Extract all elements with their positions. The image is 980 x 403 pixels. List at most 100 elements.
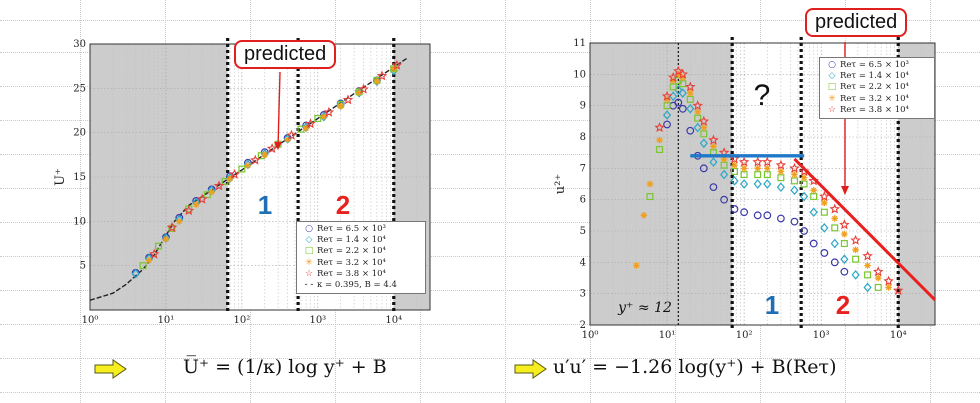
data-point [663,102,671,110]
data-point [686,95,694,103]
data-point [196,193,208,204]
data-point [654,122,665,133]
region-1-label: 1 [765,290,779,320]
data-point [250,154,261,165]
data-point [752,156,764,167]
data-point [376,70,388,81]
data-point [730,205,739,213]
data-point [669,83,677,91]
callout-pointer [277,71,281,149]
data-point [183,205,195,216]
diamond-icon: ◇ [828,71,836,82]
circle-icon: ○ [828,60,836,70]
data-point [266,143,278,154]
asterisk-icon: ✳ [828,93,836,104]
y-tick-label: 6 [580,195,586,206]
data-point [323,106,335,117]
data-point [863,282,872,293]
region-1-label: 1 [258,190,272,220]
data-point [738,156,750,167]
data-point [674,98,683,107]
series-star [148,59,403,259]
legend-item: ✳ Reτ = 3.2 × 10⁴ [301,258,421,269]
data-point [872,266,884,277]
data-point [830,258,839,267]
data-point [829,203,840,214]
data-point [337,102,344,110]
data-point [754,165,761,172]
legend-item: ○ Reτ = 6.5 × 10³ [824,60,930,71]
data-point [840,267,849,276]
data-point [753,179,762,189]
y-tick-label: 10 [573,69,586,80]
callout-arrowhead [274,142,282,150]
data-point [342,94,354,105]
data-point [297,125,305,133]
y-tick-label: 20 [73,128,86,139]
square-icon: □ [304,246,314,257]
data-point [820,249,829,257]
data-point [862,250,873,261]
data-point [810,193,818,201]
legend-label: Reτ = 6.5 × 10³ [840,60,909,70]
star-icon: ☆ [304,268,314,279]
data-point [800,180,808,188]
yplus-annotation: y⁺ ≈ 12 [617,300,672,316]
data-point [761,156,773,167]
star-icon: ☆ [827,104,837,115]
series-square [646,77,882,291]
data-point [800,227,808,235]
legend-item: ◇ Reτ = 1.4 × 10⁴ [824,71,930,82]
region-2-label: 2 [836,290,850,320]
data-point [821,199,828,207]
yellow-arrow-icon [514,359,547,379]
y-tick-label: 8 [580,132,586,143]
x-tick-label: 10⁰ [82,315,99,326]
y-tick-label: 5 [580,226,586,237]
series-star [654,65,904,296]
data-point [663,120,671,129]
data-point [238,165,246,173]
data-point [166,221,178,233]
data-point [192,201,200,208]
legend-label: Reτ = 3.8 × 10⁴ [317,268,386,279]
log-law-equation-left: U̅⁺ = (1/κ) log y⁺ + B [183,356,387,378]
data-point [740,171,748,179]
y-axis-label: u²⁺ [553,174,568,194]
legend-item: ◇ Reτ = 1.4 × 10⁴ [301,235,421,246]
legend-item: ☆ Reτ = 3.8 × 10⁴ [824,105,930,116]
data-point [686,89,694,97]
data-point [646,193,654,201]
y-tick-label: 30 [73,39,86,50]
data-point [358,83,369,94]
data-point [698,115,710,126]
data-point [131,268,140,279]
data-point [776,214,785,223]
square-icon: □ [827,82,837,93]
data-point [162,235,170,243]
data-point [699,138,708,149]
data-point [208,188,215,196]
data-point [213,180,225,191]
data-point [145,257,153,264]
data-point [720,161,728,169]
data-point [841,230,848,238]
predicted-callout-left: predicted [234,40,337,69]
y-tick-label: 11 [573,38,586,49]
data-point [874,274,882,282]
series-asterisk [145,65,398,264]
data-point [831,215,839,222]
data-point [740,165,748,172]
legend-item: ✳ Reτ = 3.2 × 10⁴ [824,94,930,105]
legend-label: Reτ = 3.2 × 10⁴ [840,93,909,104]
data-point [640,212,648,219]
data-point [305,118,316,129]
legend-left: ○ Reτ = 6.5 × 10³ ◇ Reτ = 1.4 × 10⁴ □ Reτ =… [296,221,426,295]
x-tick-label: 10² [736,330,753,341]
yellow-arrow-icon [94,359,127,379]
data-point [661,90,673,101]
data-point [764,165,771,172]
data-point [314,114,322,122]
legend-item: □ Reτ = 2.2 × 10⁴ [824,82,930,93]
data-point [885,284,892,291]
